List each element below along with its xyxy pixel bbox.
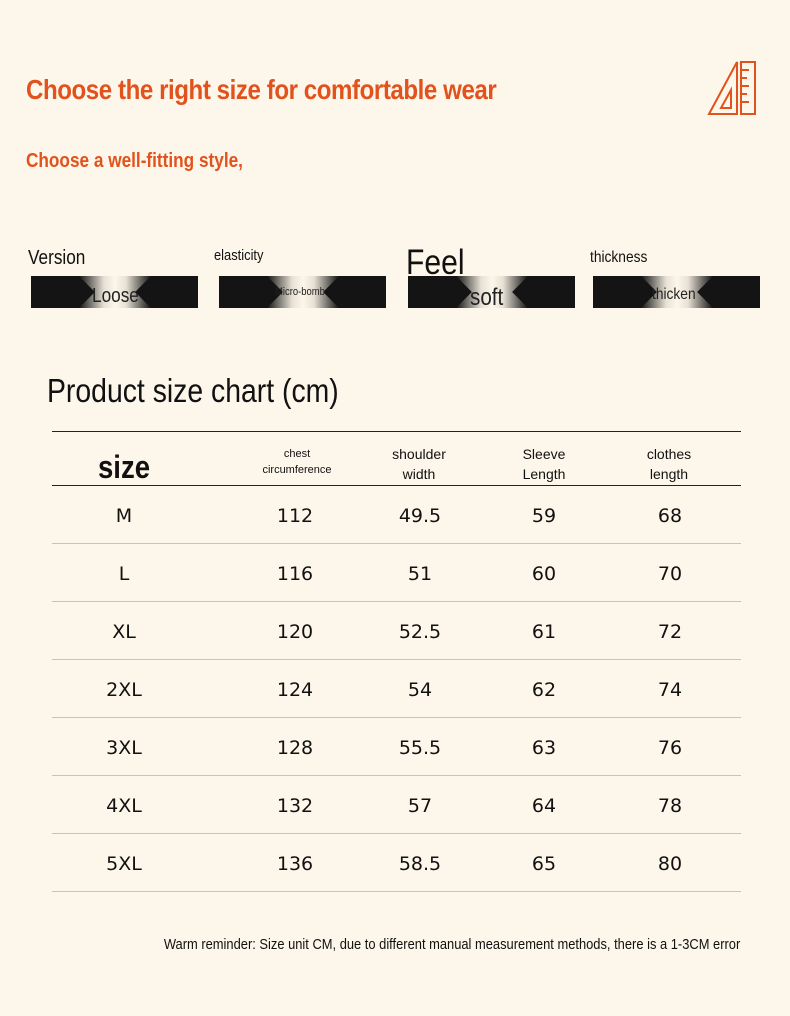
- cell-size: 4XL: [106, 795, 142, 817]
- col-header-sleeve-line1: Sleeve: [522, 446, 566, 462]
- cell-sleeve: 62: [531, 679, 557, 701]
- cell-chest: 136: [276, 853, 314, 875]
- attr-label-elasticity: elasticity: [214, 247, 264, 264]
- col-header-length-line1: clothes: [646, 446, 692, 462]
- row-divider: [52, 659, 741, 660]
- cell-size: M: [115, 505, 133, 527]
- cell-chest: 120: [276, 621, 314, 643]
- cell-sleeve: 59: [531, 505, 557, 527]
- attr-value-feel: soft: [470, 284, 504, 311]
- col-header-size: size: [97, 449, 151, 485]
- attr-value-elasticity: Micro-bomb: [275, 286, 325, 298]
- cell-length: 76: [657, 737, 683, 759]
- col-header-sleeve: Sleeve Length: [523, 444, 566, 484]
- cell-length: 70: [657, 563, 683, 585]
- cell-shoulder: 49.5: [398, 505, 442, 527]
- attr-bar-feel: [408, 276, 575, 308]
- attr-label-version: Version: [28, 247, 86, 269]
- cell-size: 3XL: [106, 737, 142, 759]
- cell-length: 78: [657, 795, 683, 817]
- col-header-chest-line2: circumference: [262, 464, 332, 476]
- header-bottom-rule: [52, 485, 741, 486]
- cell-chest: 132: [276, 795, 314, 817]
- attr-bar-version: [31, 276, 198, 308]
- cell-shoulder: 55.5: [398, 737, 442, 759]
- attr-bar-elasticity: [219, 276, 386, 308]
- cell-size: 2XL: [106, 679, 142, 701]
- col-header-shoulder-line1: shoulder: [392, 446, 446, 462]
- cell-sleeve: 65: [531, 853, 557, 875]
- row-divider: [52, 833, 741, 834]
- cell-sleeve: 60: [531, 563, 557, 585]
- attr-bar-thickness: [593, 276, 760, 308]
- cell-chest: 128: [276, 737, 314, 759]
- cell-length: 72: [657, 621, 683, 643]
- col-header-chest: chest circumference: [262, 446, 331, 478]
- row-divider: [52, 891, 741, 892]
- row-divider: [52, 601, 741, 602]
- cell-sleeve: 64: [531, 795, 557, 817]
- cell-length: 68: [657, 505, 683, 527]
- ruler-triangle-icon: [707, 61, 756, 115]
- cell-sleeve: 61: [531, 621, 557, 643]
- col-header-shoulder-line2: width: [402, 466, 436, 482]
- col-header-chest-line1: chest: [283, 448, 311, 460]
- cell-shoulder: 57: [407, 795, 433, 817]
- row-divider: [52, 717, 741, 718]
- page-subtitle: Choose a well-fitting style,: [26, 150, 243, 172]
- attr-value-thickness: thicken: [652, 286, 696, 303]
- cell-size: XL: [112, 621, 136, 643]
- cell-chest: 124: [276, 679, 314, 701]
- col-header-shoulder: shoulder width: [392, 444, 446, 484]
- col-header-length-line2: length: [649, 466, 689, 482]
- warm-reminder: Warm reminder: Size unit CM, due to diff…: [163, 936, 740, 953]
- cell-sleeve: 63: [531, 737, 557, 759]
- row-divider: [52, 543, 741, 544]
- cell-size: L: [118, 563, 130, 585]
- cell-length: 80: [657, 853, 683, 875]
- table-top-rule: [52, 431, 741, 432]
- cell-shoulder: 58.5: [398, 853, 442, 875]
- cell-length: 74: [657, 679, 683, 701]
- cell-shoulder: 51: [407, 563, 433, 585]
- col-header-sleeve-line2: Length: [522, 466, 566, 482]
- col-header-length: clothes length: [647, 444, 691, 484]
- cell-size: 5XL: [106, 853, 142, 875]
- cell-shoulder: 52.5: [398, 621, 442, 643]
- cell-chest: 112: [276, 505, 314, 527]
- row-divider: [52, 775, 741, 776]
- size-chart-title: Product size chart (cm): [47, 372, 339, 409]
- page-title: Choose the right size for comfortable we…: [26, 74, 497, 105]
- cell-shoulder: 54: [407, 679, 433, 701]
- cell-chest: 116: [276, 563, 314, 585]
- attr-value-version: Loose: [92, 285, 139, 307]
- attr-label-thickness: thickness: [590, 249, 648, 266]
